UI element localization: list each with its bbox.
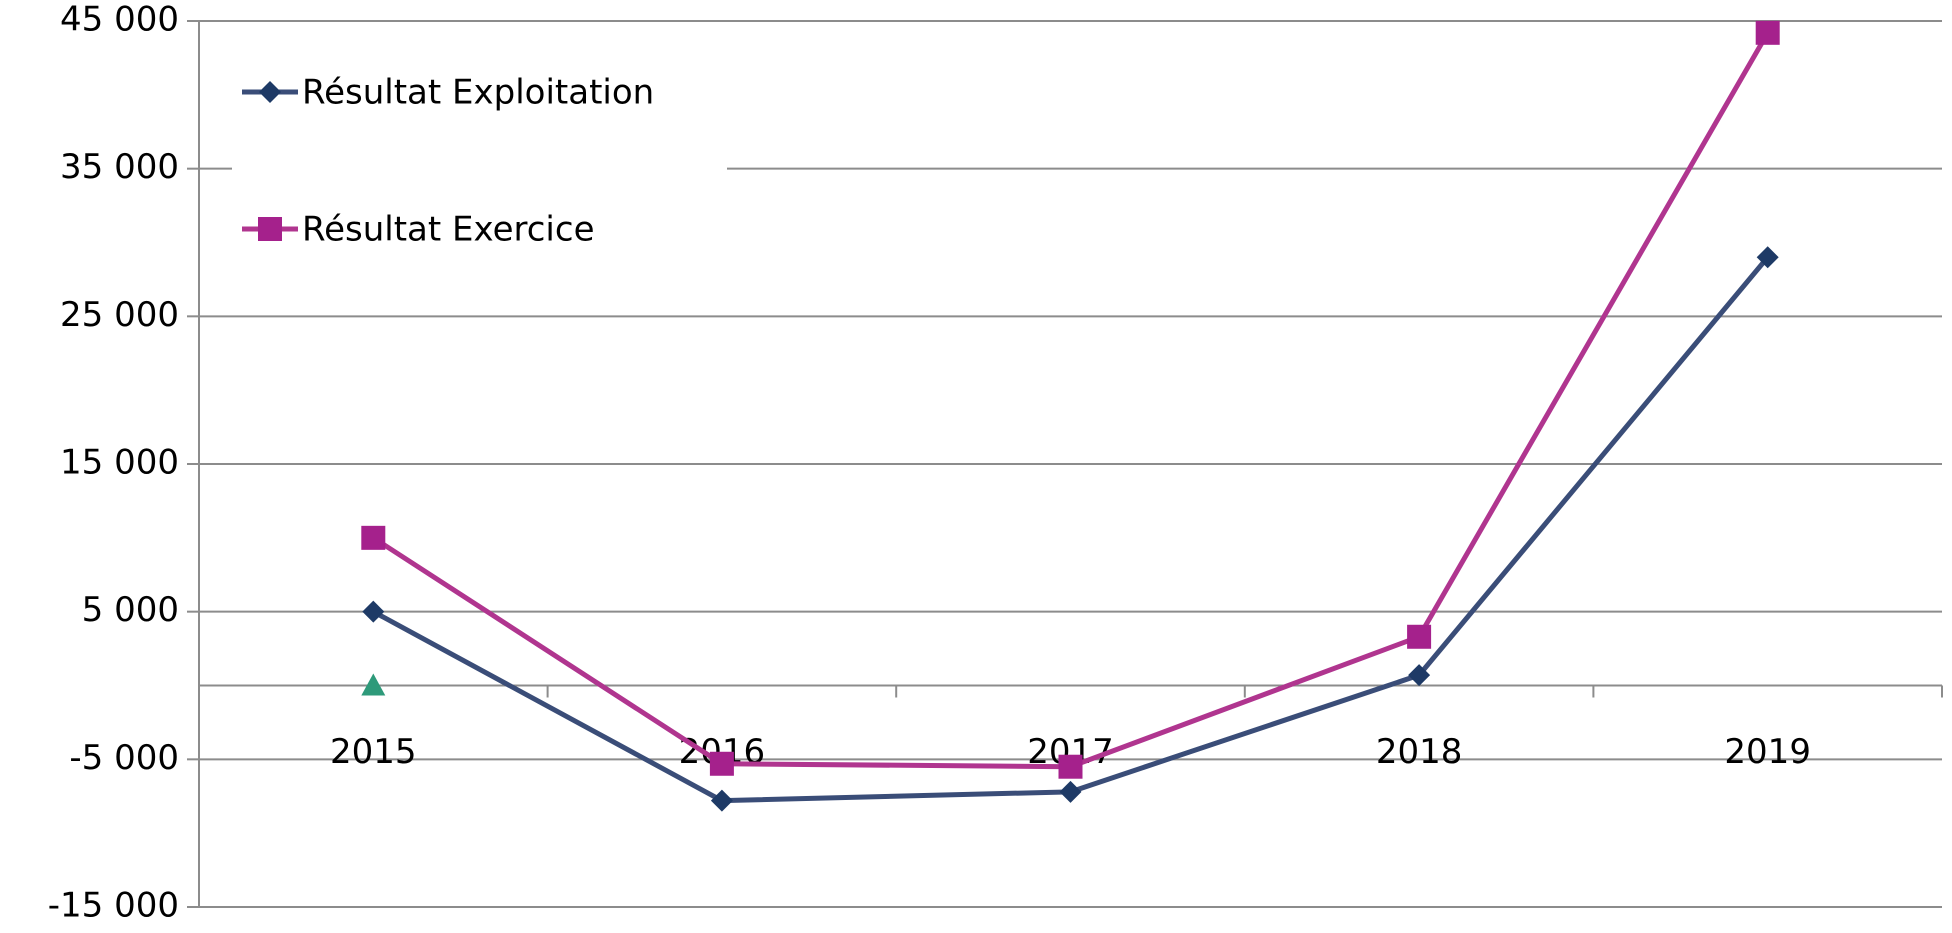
series-line [372,255,1770,804]
marker [710,789,733,812]
y-tick-label: 25 000 [60,295,179,335]
legend-label: Résultat Exploitation [302,73,654,113]
marker [361,673,386,696]
marker [1059,780,1082,803]
y-tick-label: 5 000 [82,590,179,630]
legend-box [232,50,727,275]
y-tick-label: 45 000 [60,0,179,40]
y-tick-label: -5 000 [69,738,179,778]
legend: Résultat Exploitation Résultat Exercice [232,50,727,275]
y-tick-label: 35 000 [60,147,179,187]
legend-label: Résultat Exercice [302,210,595,250]
marker [1756,246,1779,269]
x-tick-label: 2018 [1376,732,1463,772]
marker [1058,754,1083,779]
marker [259,81,281,103]
marker [1755,20,1780,45]
y-tick-label: -15 000 [48,886,179,926]
marker [1407,624,1432,649]
y-tick-label: 15 000 [60,443,179,483]
marker [361,525,386,550]
marker [1408,664,1431,687]
marker [362,600,385,623]
marker [258,217,282,241]
marker [709,751,734,776]
x-tick-label: 2019 [1724,732,1811,772]
x-tick-label: 2015 [330,732,417,772]
